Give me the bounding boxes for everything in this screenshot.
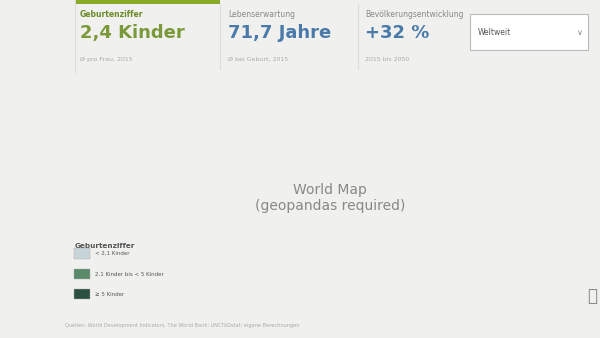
Text: 2,4 Kinder: 2,4 Kinder xyxy=(80,24,185,42)
Text: ≥ 5 Kinder: ≥ 5 Kinder xyxy=(95,292,124,296)
Bar xyxy=(74,269,90,279)
Text: Ø bei Geburt, 2015: Ø bei Geburt, 2015 xyxy=(228,56,288,62)
Text: 🖱: 🖱 xyxy=(587,287,598,305)
FancyBboxPatch shape xyxy=(470,14,588,50)
Bar xyxy=(75,0,220,4)
Bar xyxy=(74,289,90,299)
Text: Bevölkerungsentwicklung: Bevölkerungsentwicklung xyxy=(365,10,464,19)
Text: < 2,1 Kinder: < 2,1 Kinder xyxy=(95,251,130,256)
Text: Quellen: World Development Indicators, The World Bank; UNCTADstat; eigene Berech: Quellen: World Development Indicators, T… xyxy=(65,323,300,329)
Text: Weltweit: Weltweit xyxy=(478,28,511,37)
Text: 71,7 Jahre: 71,7 Jahre xyxy=(228,24,331,42)
Text: Geburtenziffer: Geburtenziffer xyxy=(80,10,143,19)
Text: 2,1 Kinder bis < 5 Kinder: 2,1 Kinder bis < 5 Kinder xyxy=(95,271,164,276)
Text: ∨: ∨ xyxy=(577,28,583,37)
Text: Geburtenziffer: Geburtenziffer xyxy=(74,243,135,249)
Text: +32 %: +32 % xyxy=(365,24,430,42)
Text: Lebenserwartung: Lebenserwartung xyxy=(228,10,295,19)
Text: Ø pro Frau, 2015: Ø pro Frau, 2015 xyxy=(80,56,133,62)
Text: World Map
(geopandas required): World Map (geopandas required) xyxy=(255,183,405,213)
Text: 2015 bis 2050: 2015 bis 2050 xyxy=(365,56,409,62)
Bar xyxy=(74,248,90,259)
